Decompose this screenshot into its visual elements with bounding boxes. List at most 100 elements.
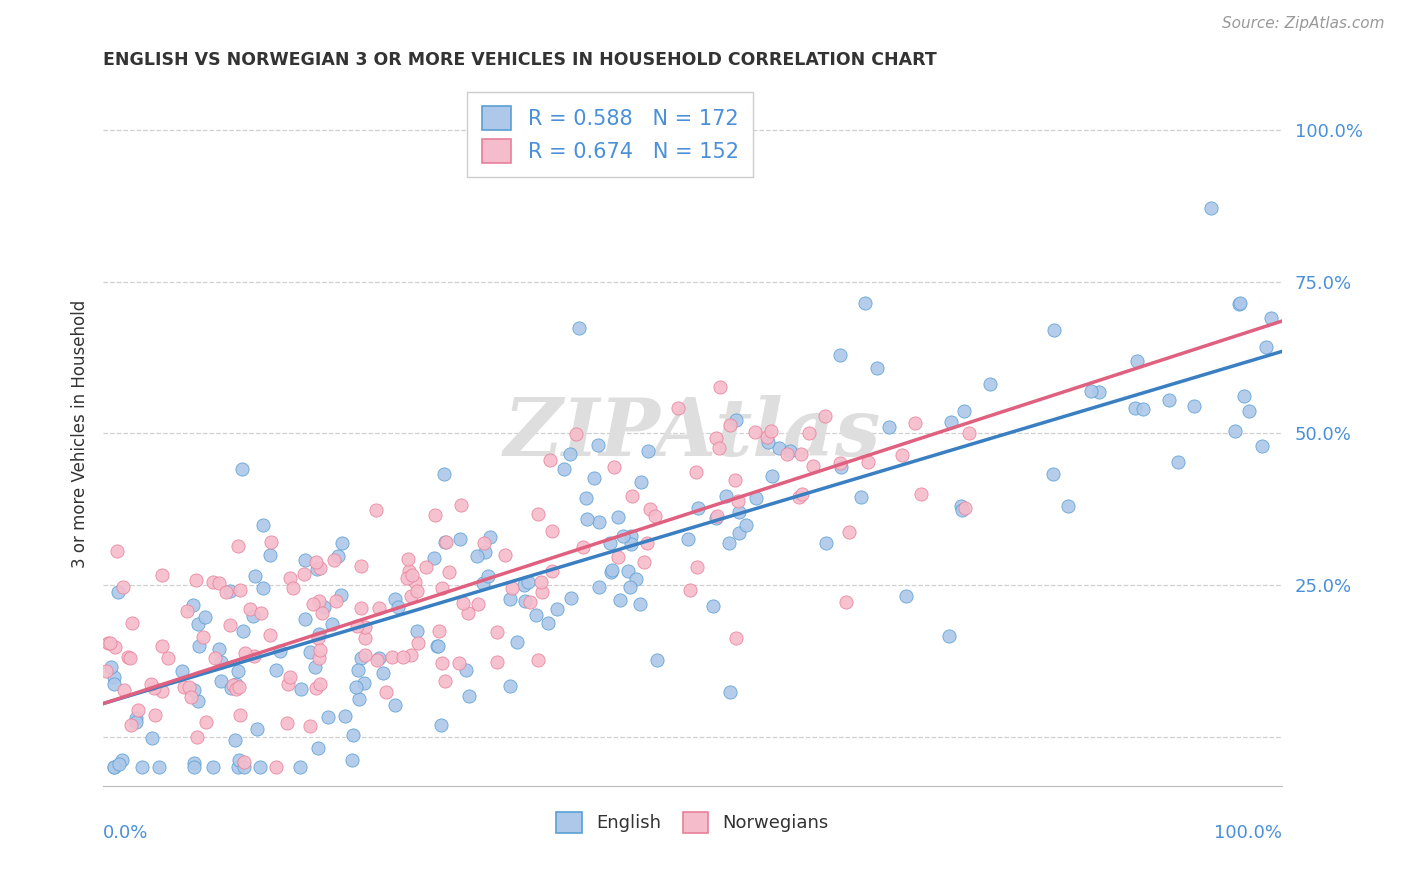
Point [142,681,165,696]
Point [433,467,456,481]
Point [326,549,349,564]
Point [294,553,316,567]
Point [430,718,453,732]
Point [553,462,575,476]
Point [401,648,423,662]
Point [208,642,231,657]
Point [305,555,328,569]
Point [193,630,215,644]
Point [709,380,731,394]
Point [225,677,247,691]
Point [354,620,377,634]
Point [107,585,129,599]
Point [288,760,311,774]
Point [350,559,373,574]
Point [953,404,976,418]
Point [269,644,291,658]
Point [756,429,779,443]
Point [1225,424,1247,438]
Point [835,595,858,609]
Point [239,602,262,616]
Point [139,677,162,691]
Point [718,418,741,433]
Point [1132,402,1154,417]
Point [308,627,330,641]
Point [347,663,370,677]
Point [176,604,198,618]
Point [838,525,860,540]
Point [218,584,240,599]
Point [221,681,243,695]
Point [181,598,204,612]
Point [666,401,689,415]
Point [450,498,472,512]
Point [314,600,336,615]
Point [803,458,825,473]
Point [180,690,202,704]
Point [294,612,316,626]
Point [321,617,343,632]
Point [264,663,287,677]
Point [467,597,489,611]
Point [599,565,621,579]
Point [194,610,217,624]
Point [457,606,479,620]
Point [127,703,149,717]
Point [325,594,347,608]
Point [910,487,932,501]
Point [537,616,560,631]
Point [830,460,852,475]
Point [957,425,980,440]
Point [499,591,522,606]
Point [1080,384,1102,398]
Text: Source: ZipAtlas.com: Source: ZipAtlas.com [1222,16,1385,31]
Point [426,639,449,653]
Point [588,516,610,530]
Point [454,663,477,677]
Point [1199,201,1222,215]
Point [100,660,122,674]
Point [449,533,471,547]
Point [1088,384,1111,399]
Point [688,500,710,515]
Point [187,639,209,653]
Point [828,457,851,471]
Point [745,491,768,505]
Point [891,448,914,462]
Point [364,503,387,517]
Text: 100.0%: 100.0% [1213,824,1282,842]
Point [1167,455,1189,469]
Point [396,552,419,566]
Point [398,564,420,578]
Point [776,447,799,461]
Point [1229,296,1251,310]
Point [299,645,322,659]
Point [195,714,218,729]
Point [148,760,170,774]
Point [565,426,588,441]
Point [141,731,163,746]
Point [98,636,121,650]
Point [526,507,548,521]
Point [546,601,568,615]
Point [599,536,621,550]
Point [630,475,652,490]
Point [644,508,666,523]
Point [131,760,153,774]
Point [607,550,630,565]
Point [896,589,918,603]
Point [278,669,301,683]
Point [519,595,541,609]
Point [406,636,429,650]
Y-axis label: 3 or more Vehicles in Household: 3 or more Vehicles in Household [72,300,89,567]
Point [228,582,250,597]
Point [979,376,1001,391]
Point [243,648,266,663]
Point [346,619,368,633]
Point [353,648,375,662]
Point [676,532,699,546]
Point [949,499,972,513]
Point [499,679,522,693]
Point [619,580,641,594]
Point [229,708,252,723]
